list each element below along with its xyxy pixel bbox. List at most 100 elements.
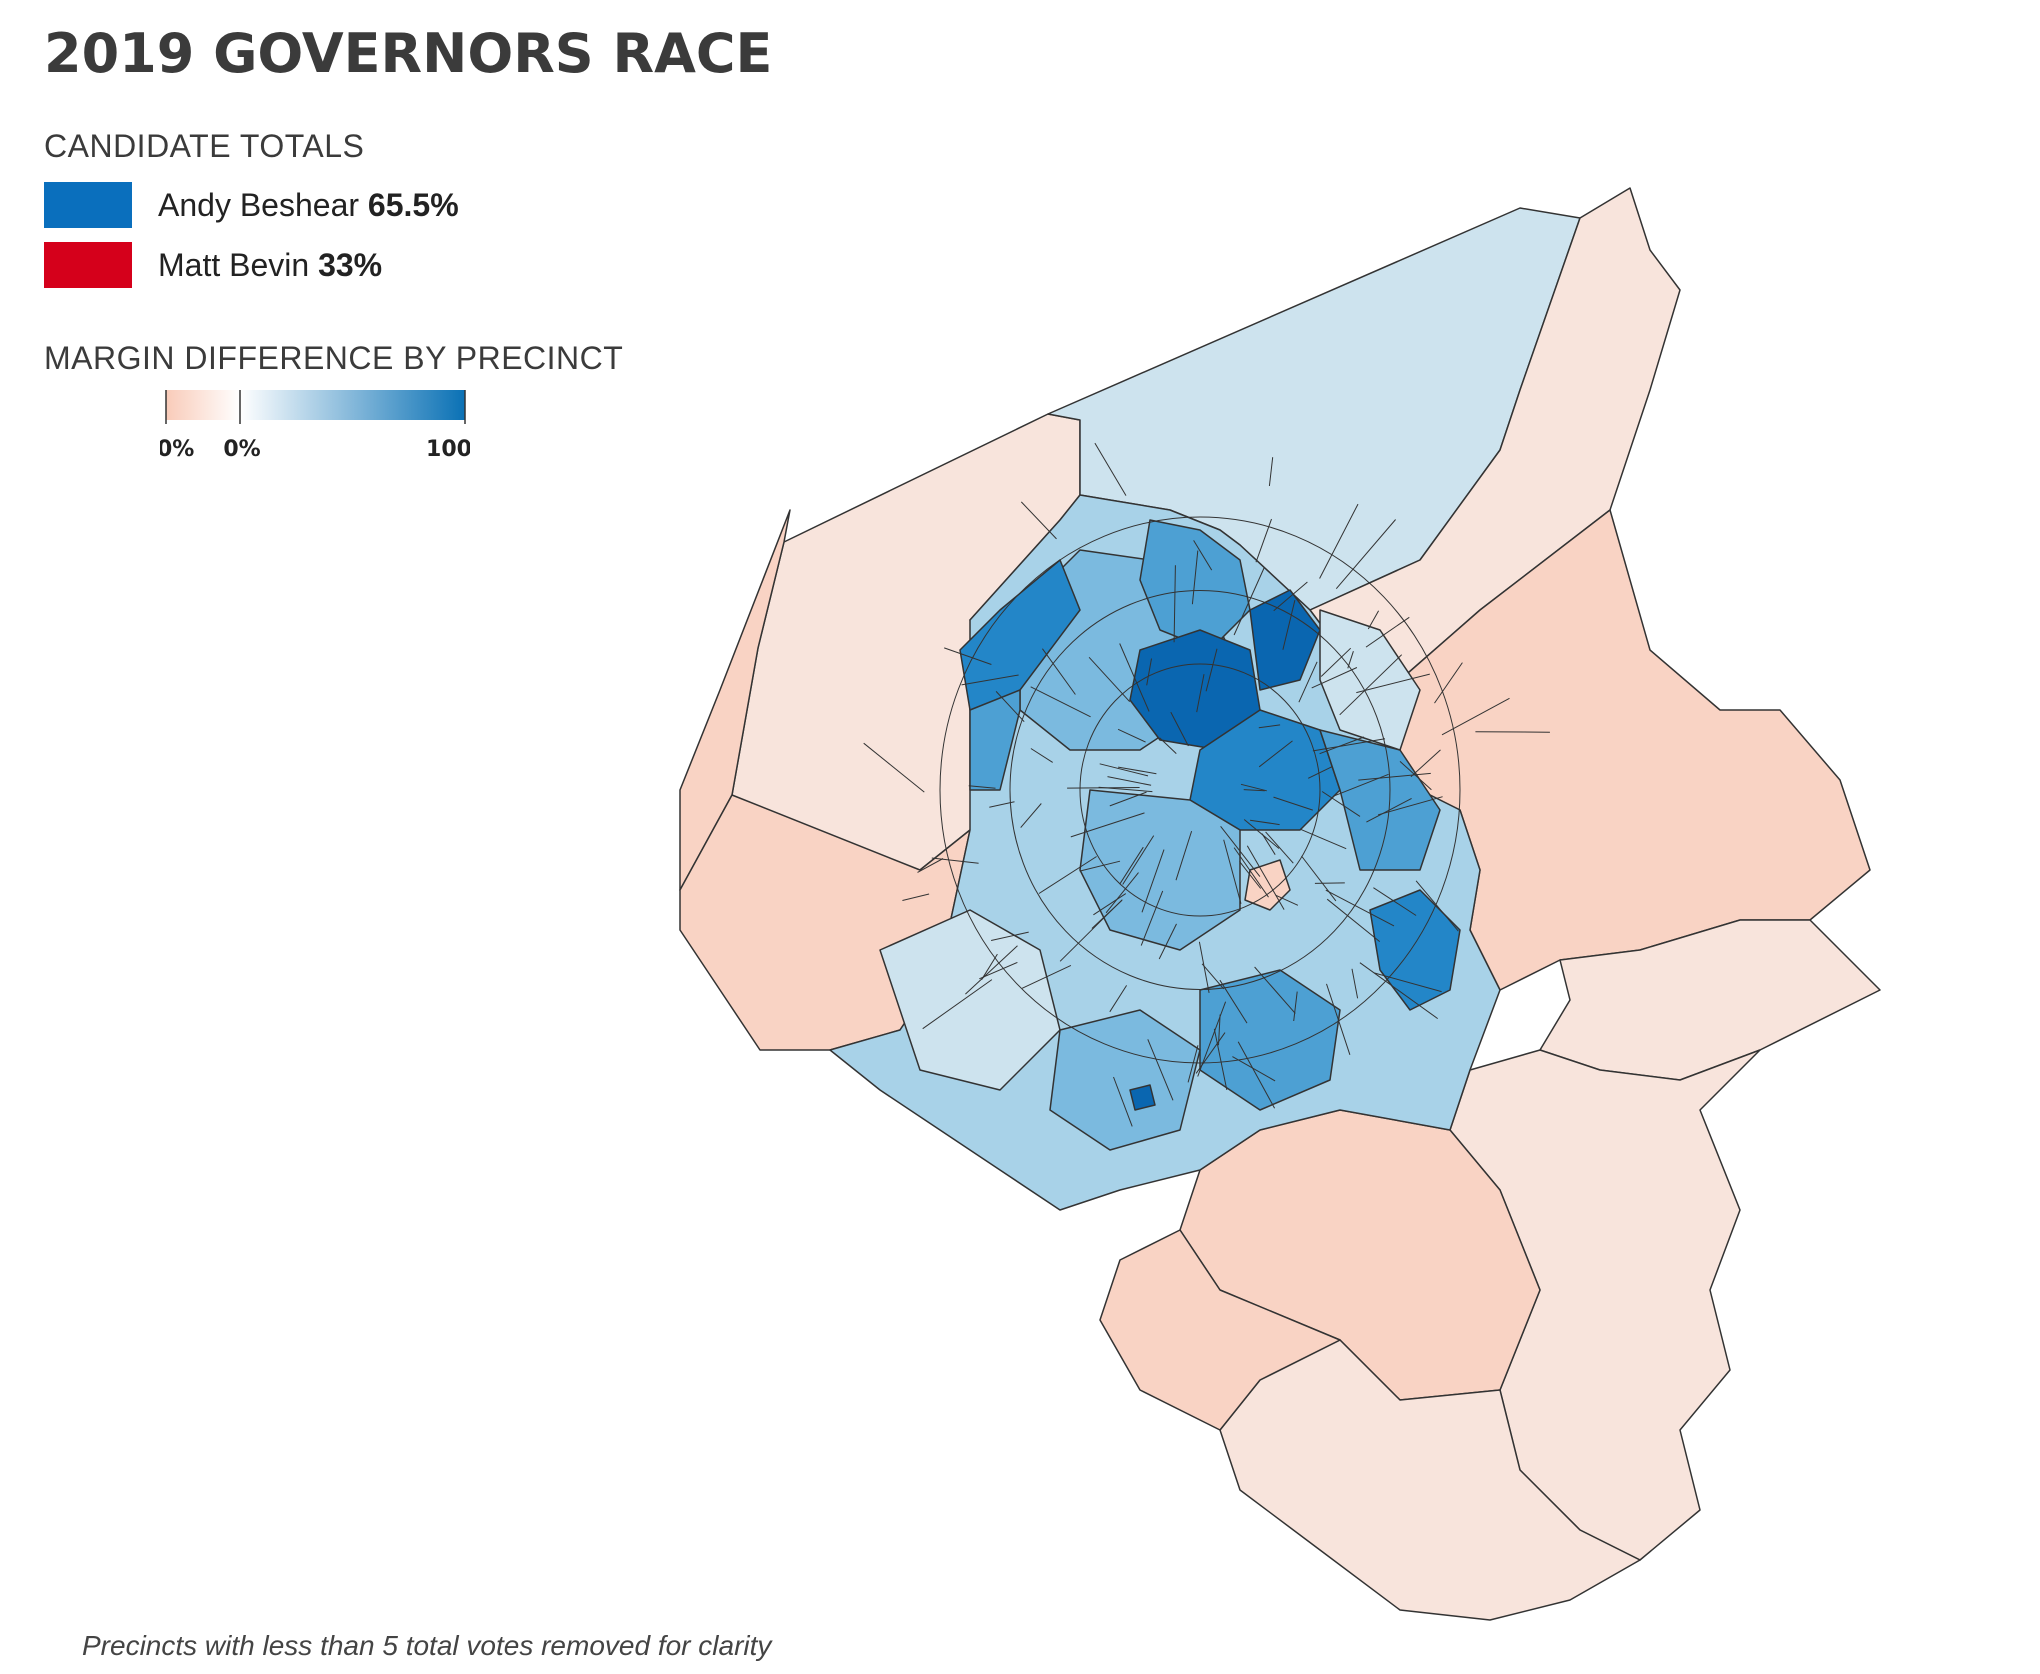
precinct-boundary [1358,772,1431,781]
precinct-boundary [1201,963,1225,990]
precinct-boundary [979,961,1018,980]
precinct-boundary [1326,983,1351,1055]
precinct-boundary [1258,740,1293,768]
precinct-south-ring [1049,1009,1201,1151]
candidate-totals-label: CANDIDATE TOTALS [44,128,365,164]
precinct-boundary [1205,648,1218,692]
margin-legend-label: MARGIN DIFFERENCE BY PRECINCT [44,340,624,376]
precinct-boundary [1268,457,1274,487]
precinct-boundary [1198,941,1210,993]
precinct-boundary [1218,1014,1221,1046]
precinct-boundary [1301,855,1337,902]
precinct-boundary [917,858,944,873]
beshear-color-swatch [44,182,132,228]
candidate-label: Matt Bevin 33% [158,247,382,284]
precinct-boundary [1410,749,1441,778]
precinct-boundary [1314,882,1345,884]
precinct-boundary [1059,899,1123,962]
precinct-boundary [863,742,925,793]
precinct-boundary [1320,647,1352,677]
precinct-boundary [1020,501,1057,540]
precinct-boundary [1237,1041,1276,1109]
margin-color-scale: 30% 0% 100% [160,390,470,462]
precinct-boundary [1356,673,1430,694]
precinct-boundary [1193,540,1213,571]
precinct-boundary [1307,766,1333,779]
precinct-boundary [1147,1039,1174,1101]
precinct-boundary [1335,519,1396,590]
precinct-boundary [922,979,993,1030]
precinct-boundary [1170,711,1189,747]
precinct-boundary [1434,662,1463,704]
outer-precincts [679,187,1881,1621]
precinct-boundary [1312,738,1386,752]
scale-blue-segment [240,390,465,420]
candidate-name: Matt Bevin [158,246,310,283]
precinct-northeast-ring [1319,609,1421,751]
precinct-boundary [1159,737,1177,754]
precinct-boundary [1109,985,1128,1013]
precinct-boundary [1030,748,1053,763]
precinct-boundary [1146,658,1152,686]
bevin-color-swatch [44,242,132,288]
precinct-boundary [1365,616,1410,648]
precinct-boundary [1191,550,1199,605]
precinct-boundary [1197,1001,1227,1077]
precinct-boundary [995,691,1025,723]
precinct-boundary [1273,796,1313,811]
precinct-boundary [1293,991,1298,1022]
precinct-boundary [1140,890,1164,946]
precinct-boundary [1299,828,1347,850]
precinct-boundary [1367,610,1380,630]
precinct-boundary [1325,889,1395,927]
precinct-boundary [1261,833,1276,855]
precinct-boundary [1175,830,1193,881]
precinct-boundary [1094,442,1127,496]
precinct-boundary [1240,783,1267,792]
precinct-boundary [1220,825,1261,877]
precinct-boundary [1258,724,1281,729]
precinct-southwest-small [1099,1229,1341,1431]
precinct-boundary [1265,831,1294,864]
precinct-boundary [1030,686,1091,718]
precinct-boundary [1321,791,1361,817]
precinct-urban-north [1139,519,1251,651]
scale-label-100: 100% [426,437,470,462]
precinct-boundary [1254,966,1296,1014]
precinct-boundary [1359,962,1438,1020]
footnote: Precincts with less than 5 total votes r… [82,1630,772,1661]
precinct-boundary [965,945,1018,995]
precinct-boundary [1311,667,1358,689]
precinct-boundary [1038,856,1097,894]
precinct-boundary [1105,872,1139,914]
precinct-east-corridor [1369,889,1461,1011]
precinct-boundary [944,647,992,665]
scale-label-30: 30% [160,437,194,462]
precinct-boundary [1119,846,1144,885]
precinct-boundary [1339,654,1403,716]
precinct-boundary [1475,731,1550,733]
candidate-name: Andy Beshear [158,186,360,223]
precinct-boundary [1233,566,1265,636]
precinct-boundary [1158,923,1177,960]
precinct-boundary [1275,894,1299,906]
precinct-boundary [1213,1028,1228,1091]
precinct-boundary [1399,761,1432,791]
precinct-boundary [1246,845,1285,910]
precinct-boundary [1326,898,1381,942]
precinct-boundary [1021,964,1072,989]
precinct-ring-boundary [1079,663,1321,917]
precinct-boundary [1223,839,1242,904]
precinct-boundary [1373,972,1442,993]
precinct-boundary [1041,648,1076,695]
precinct-boundary [1109,791,1147,807]
precinct-boundary [1122,835,1155,885]
precinct-ring-boundary [1009,590,1391,990]
precinct-ring-boundary [939,516,1461,1064]
urban-precincts [829,494,1501,1211]
precinct-boundary [1098,786,1153,793]
precinct-boundary [1351,968,1359,999]
precinct-boundary [1117,728,1146,743]
precinct-central-south [1079,789,1241,951]
precinct-boundary [1319,503,1359,579]
